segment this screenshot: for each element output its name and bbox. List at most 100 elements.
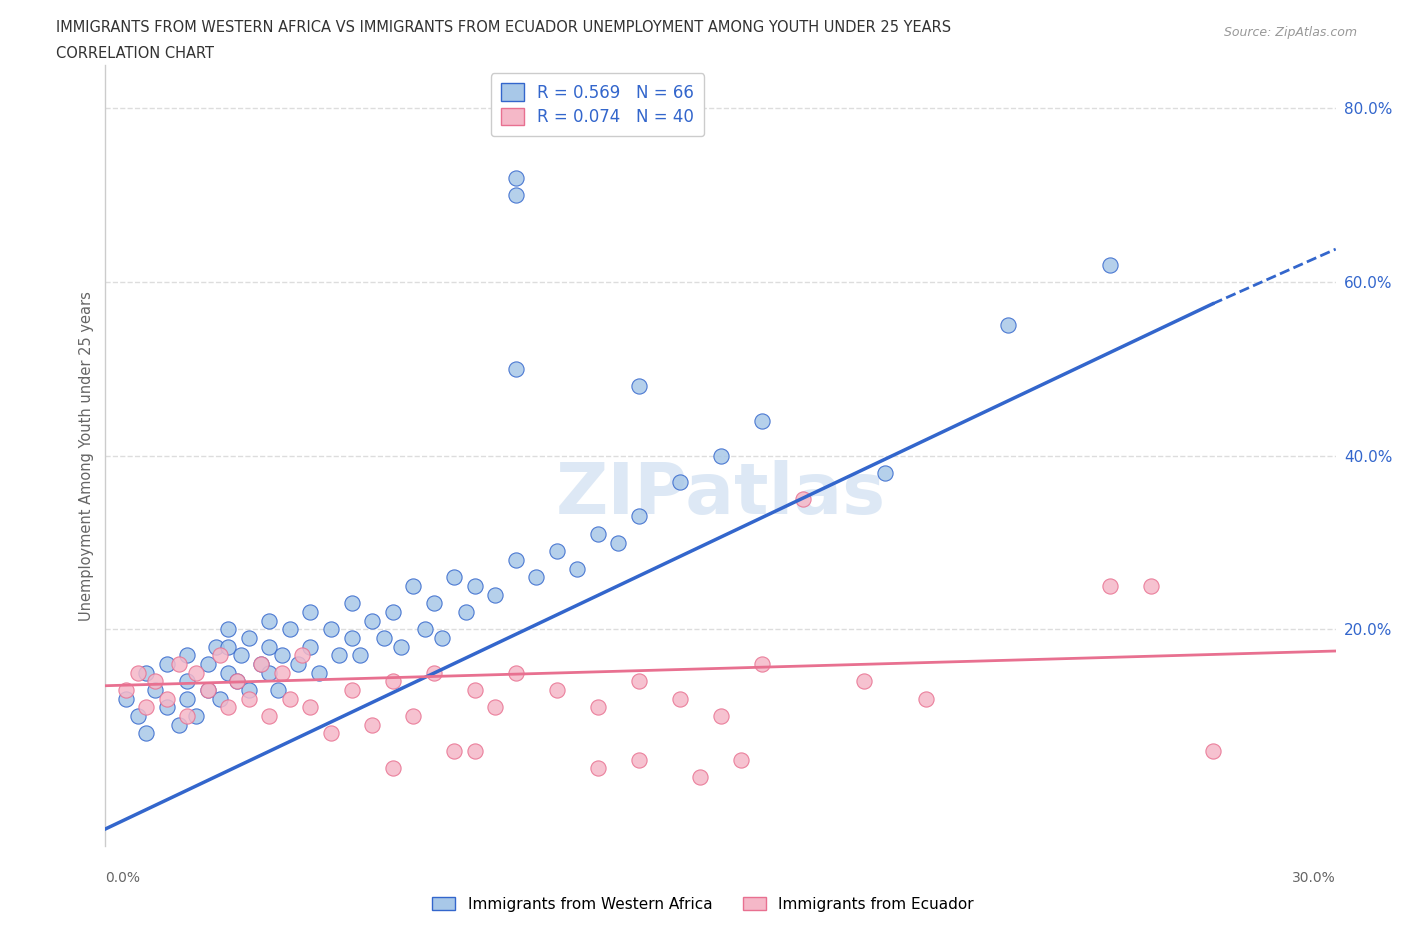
Point [565, 561, 588, 576]
Point [259, 665, 281, 680]
Text: Source: ZipAtlas.com: Source: ZipAtlas.com [1223, 26, 1357, 39]
Point [505, 665, 527, 680]
Point [607, 535, 630, 550]
Point [135, 665, 157, 680]
Point [627, 752, 650, 767]
Point [209, 648, 232, 663]
Point [430, 631, 453, 645]
Point [464, 578, 486, 593]
Point [176, 648, 198, 663]
Point [250, 657, 273, 671]
Point [914, 691, 936, 706]
Point [225, 674, 247, 689]
Point [197, 657, 219, 671]
Point [627, 509, 650, 524]
Point [259, 639, 281, 654]
Point [415, 622, 437, 637]
Point [484, 700, 506, 715]
Point [464, 683, 486, 698]
Point [143, 674, 166, 689]
Point [751, 414, 773, 429]
Point [319, 622, 342, 637]
Point [176, 709, 198, 724]
Point [250, 657, 273, 671]
Y-axis label: Unemployment Among Youth under 25 years: Unemployment Among Youth under 25 years [79, 291, 94, 620]
Point [259, 613, 281, 628]
Point [586, 761, 609, 776]
Point [259, 709, 281, 724]
Point [422, 596, 444, 611]
Point [381, 674, 404, 689]
Point [218, 700, 240, 715]
Point [176, 674, 198, 689]
Point [184, 665, 207, 680]
Point [873, 466, 896, 481]
Point [156, 700, 179, 715]
Point [287, 657, 309, 671]
Point [464, 743, 486, 758]
Point [1140, 578, 1163, 593]
Point [1099, 258, 1122, 272]
Point [308, 665, 330, 680]
Point [627, 379, 650, 393]
Point [456, 604, 478, 619]
Point [997, 318, 1019, 333]
Point [586, 700, 609, 715]
Point [484, 587, 506, 602]
Text: 0.0%: 0.0% [105, 870, 141, 884]
Point [586, 526, 609, 541]
Text: ZIPatlas: ZIPatlas [555, 460, 886, 529]
Legend: R = 0.569   N = 66, R = 0.074   N = 40: R = 0.569 N = 66, R = 0.074 N = 40 [491, 73, 704, 137]
Point [299, 700, 322, 715]
Point [169, 717, 191, 732]
Point [381, 604, 404, 619]
Point [422, 665, 444, 680]
Point [349, 648, 371, 663]
Point [299, 639, 322, 654]
Point [1099, 578, 1122, 593]
Point [710, 448, 733, 463]
Point [402, 578, 425, 593]
Point [291, 648, 314, 663]
Point [176, 691, 198, 706]
Point [209, 691, 232, 706]
Point [143, 683, 166, 698]
Point [127, 709, 149, 724]
Point [1202, 743, 1225, 758]
Point [443, 570, 465, 585]
Point [267, 683, 290, 698]
Point [156, 691, 179, 706]
Point [225, 674, 247, 689]
Point [505, 362, 527, 377]
Point [505, 170, 527, 185]
Point [299, 604, 322, 619]
Point [328, 648, 350, 663]
Point [668, 474, 690, 489]
Point [443, 743, 465, 758]
Point [340, 596, 363, 611]
Point [546, 544, 568, 559]
Point [524, 570, 547, 585]
Text: IMMIGRANTS FROM WESTERN AFRICA VS IMMIGRANTS FROM ECUADOR UNEMPLOYMENT AMONG YOU: IMMIGRANTS FROM WESTERN AFRICA VS IMMIGR… [56, 20, 952, 35]
Point [361, 613, 384, 628]
Point [389, 639, 412, 654]
Point [730, 752, 752, 767]
Point [853, 674, 876, 689]
Text: CORRELATION CHART: CORRELATION CHART [56, 46, 214, 61]
Point [319, 726, 342, 741]
Legend: Immigrants from Western Africa, Immigrants from Ecuador: Immigrants from Western Africa, Immigran… [426, 890, 980, 918]
Point [197, 683, 219, 698]
Point [238, 691, 260, 706]
Point [546, 683, 568, 698]
Point [340, 683, 363, 698]
Point [156, 657, 179, 671]
Point [197, 683, 219, 698]
Point [689, 769, 711, 784]
Point [381, 761, 404, 776]
Point [270, 665, 292, 680]
Point [373, 631, 395, 645]
Point [278, 622, 301, 637]
Point [505, 552, 527, 567]
Point [115, 683, 138, 698]
Point [169, 657, 191, 671]
